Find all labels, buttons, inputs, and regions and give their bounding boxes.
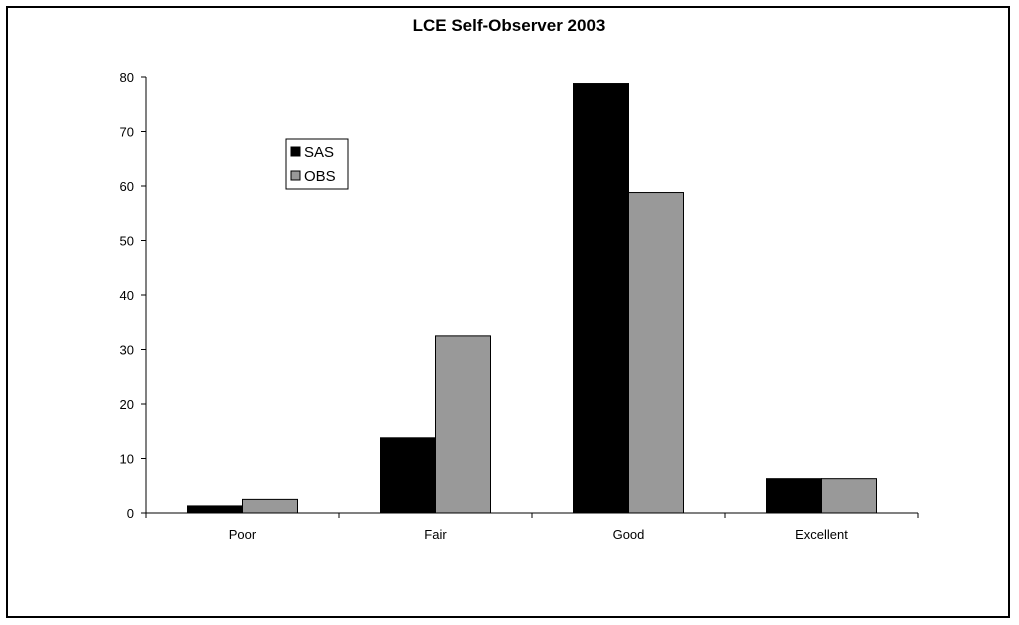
bar-sas-good: [573, 83, 629, 514]
y-tick-label: 10: [120, 452, 134, 467]
chart-title: LCE Self-Observer 2003: [413, 16, 606, 35]
y-tick-label: 60: [120, 179, 134, 194]
legend-swatch-obs: [290, 170, 301, 181]
y-tick-label: 70: [120, 125, 134, 140]
chart-frame: [6, 6, 1010, 618]
legend-label-obs: OBS: [304, 168, 336, 185]
bar-obs-fair: [435, 335, 491, 514]
x-axis-ticks: Poor Fair Good Excellent: [145, 513, 919, 542]
bar-obs-good: [628, 192, 684, 514]
x-tick-label: Poor: [229, 527, 257, 542]
legend: SAS OBS: [285, 138, 349, 190]
y-tick-label: 50: [120, 234, 134, 249]
bar-obs-excellent: [821, 478, 877, 514]
bar-sas-fair: [380, 437, 436, 514]
x-tick-label: Fair: [424, 527, 447, 542]
bar-obs-poor: [242, 498, 298, 514]
x-tick-label: Excellent: [795, 527, 848, 542]
bars: [187, 83, 877, 514]
bar-sas-poor: [187, 505, 243, 514]
bar-sas-excellent: [766, 478, 822, 514]
y-tick-label: 40: [120, 288, 134, 303]
x-tick-label: Good: [613, 527, 645, 542]
legend-swatch-sas: [290, 146, 301, 157]
y-tick-label: 0: [127, 506, 134, 521]
legend-label-sas: SAS: [304, 144, 334, 161]
y-tick-label: 20: [120, 397, 134, 412]
y-axis-ticks: 0 10 20 30 40 50 60 70 80: [120, 70, 146, 521]
y-tick-label: 80: [120, 70, 134, 85]
y-tick-label: 30: [120, 343, 134, 358]
